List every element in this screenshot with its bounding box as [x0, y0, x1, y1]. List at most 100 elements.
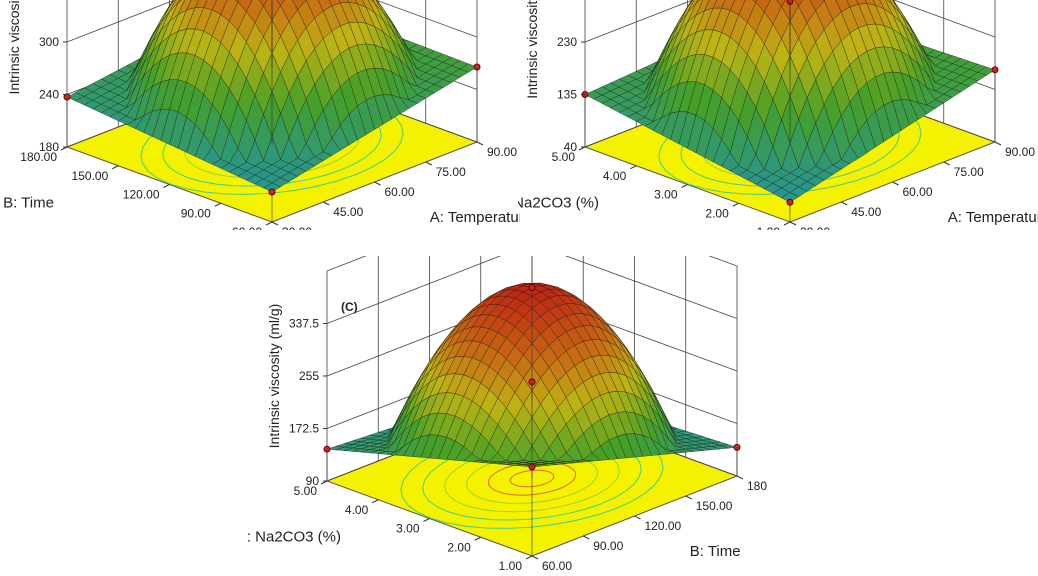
y-tick	[578, 146, 586, 151]
z-tick-label: 300	[39, 35, 59, 49]
x-tick	[425, 161, 432, 166]
x-tick-label: 90.00	[487, 145, 517, 159]
x-tick	[476, 141, 484, 146]
x-tick-label: 75.00	[436, 165, 466, 179]
y-tick	[265, 221, 273, 226]
surface-cell	[263, 182, 281, 193]
chart-panel-c: 90 172.5 255 337.5 Intrinsic viscosity (ml/g…	[248, 256, 768, 574]
wall-grid-line	[584, 0, 996, 43]
x-tick	[531, 555, 539, 560]
y-tick	[732, 202, 739, 207]
y-tick	[163, 184, 170, 188]
y-tick-label: 1.00	[499, 559, 523, 573]
x-axis-label: A: Temperature	[430, 209, 520, 226]
y-tick	[112, 165, 119, 170]
z-tick-label: 337.5	[289, 317, 319, 331]
y-axis-label: B: Time	[3, 195, 54, 212]
x-tick-label: 45.00	[851, 205, 881, 219]
y-tick-label: 4.00	[603, 169, 627, 183]
y-axis-label: C: Na2CO3 (%)	[248, 529, 341, 546]
x-tick	[634, 515, 641, 520]
y-tick	[60, 146, 68, 151]
surface-plot-b: 40135230325Intrinsic viscosity (30.0045.…	[518, 0, 1038, 230]
x-tick-label: 60.00	[385, 185, 415, 199]
x-tick-label: 90.00	[1005, 145, 1035, 159]
response-surface	[66, 0, 478, 193]
surface-cell	[781, 192, 799, 203]
x-tick	[583, 535, 590, 540]
chart-panel-a: 180240300360Intrinsic viscosity30.0045.0…	[0, 0, 520, 230]
chart-panel-b: 40135230325Intrinsic viscosity (30.0045.…	[518, 0, 1038, 230]
y-tick-label: 150.00	[72, 169, 109, 183]
y-tick-label: 90.00	[181, 206, 211, 220]
x-tick	[943, 161, 950, 166]
x-tick-label: 45.00	[333, 205, 363, 219]
x-tick-label: 30.00	[282, 225, 312, 230]
y-tick-label: 4.00	[345, 503, 369, 517]
x-tick	[271, 221, 279, 226]
y-tick	[681, 184, 688, 188]
y-tick	[372, 499, 379, 504]
x-tick-label: 150.00	[696, 499, 733, 513]
y-tick-label: 1.00	[757, 225, 781, 230]
y-tick-label: 3.00	[396, 522, 420, 536]
wall-grid-line	[66, 0, 478, 43]
y-tick-label: 5.00	[294, 484, 318, 498]
y-tick-label: 60.00	[232, 225, 262, 230]
x-tick-label: 120.00	[645, 519, 682, 533]
z-tick-label: 255	[299, 369, 319, 383]
x-tick	[374, 181, 381, 186]
z-tick-label: 230	[557, 35, 577, 49]
x-axis-label: A: Temperature	[948, 209, 1038, 226]
x-tick	[736, 475, 744, 480]
x-tick-label: 30.00	[800, 225, 830, 230]
plot-group: 180240300360Intrinsic viscosity30.0045.0…	[3, 0, 520, 230]
x-tick-label: 180.00	[747, 479, 768, 493]
surface-plot-c: 90 172.5 255 337.5 Intrinsic viscosity (ml/g…	[248, 256, 768, 573]
y-tick	[525, 555, 533, 560]
y-tick	[214, 202, 221, 207]
surface-plot-a: 180240300360Intrinsic viscosity30.0045.0…	[3, 0, 520, 230]
y-tick-label: 120.00	[123, 188, 160, 202]
surface-cell	[794, 0, 804, 7]
surface-cell	[276, 0, 285, 6]
y-axis-label: C: Na2CO3 (%)	[518, 195, 599, 212]
y-tick-label: 180.00	[20, 150, 57, 164]
z-tick-label: 172.5	[289, 422, 319, 436]
plot-group: 90 172.5 255 337.5 Intrinsic viscosity (ml/g…	[248, 256, 768, 573]
y-tick-label: 3.00	[654, 188, 678, 202]
panel-tag: (C)	[341, 300, 358, 314]
y-tick-label: 2.00	[447, 540, 471, 554]
x-tick-label: 90.00	[593, 539, 623, 553]
contour-line	[509, 469, 555, 488]
x-tick	[789, 221, 797, 226]
wall-grid-line	[326, 256, 738, 324]
y-tick	[474, 536, 481, 541]
x-tick	[994, 141, 1002, 146]
x-tick	[685, 495, 692, 500]
plot-group: 40135230325Intrinsic viscosity (30.0045.…	[518, 0, 1038, 230]
x-axis-label: B: Time	[690, 543, 741, 560]
x-tick-label: 60.00	[542, 559, 572, 573]
x-tick-label: 60.00	[903, 185, 933, 199]
y-tick-label: 5.00	[552, 150, 576, 164]
z-tick-label: 180	[39, 140, 59, 154]
y-tick	[630, 165, 637, 170]
x-tick	[323, 201, 330, 206]
z-tick-label: 40	[564, 140, 578, 154]
x-tick	[892, 181, 899, 186]
x-tick	[841, 201, 848, 206]
z-tick-label: 90	[306, 474, 320, 488]
z-axis-label: Intrinsic viscosity (	[524, 0, 540, 99]
surface-cell	[258, 0, 268, 7]
surface-cell	[776, 0, 786, 8]
z-tick-label: 135	[557, 88, 577, 102]
x-tick-label: 75.00	[954, 165, 984, 179]
response-surface	[326, 282, 738, 468]
y-tick	[423, 518, 430, 522]
z-axis-label: Intrinsic viscosity	[6, 0, 22, 95]
z-tick-label: 240	[39, 88, 59, 102]
z-axis-label: Intrinsic viscosity (ml/g)	[266, 304, 282, 449]
y-tick	[320, 480, 328, 485]
y-tick	[783, 221, 791, 226]
